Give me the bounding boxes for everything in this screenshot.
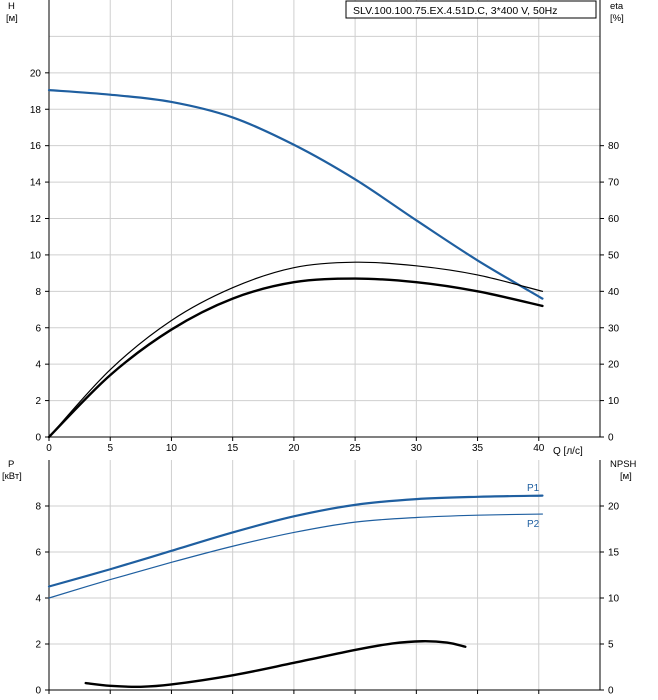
top-left-tick-label: 10 — [30, 250, 42, 261]
bottom-right-tick-label: 0 — [608, 686, 614, 697]
npsh-axis-label: NPSH — [610, 459, 637, 470]
top-left-tick-label: 12 — [30, 214, 42, 225]
top-left-tick-label: 2 — [35, 396, 41, 407]
top-x-tick-label: 10 — [166, 443, 178, 454]
top-left-tick-label: 18 — [30, 105, 42, 116]
power-axis-label: P — [8, 459, 14, 470]
title-box — [345, 0, 597, 19]
chart-title: SLV.100.100.75.EX.4.51D.C, 3*400 V, 50Hz — [353, 5, 558, 17]
top-right-tick-label: 0 — [608, 433, 614, 444]
top-left-tick-label: 8 — [35, 287, 41, 298]
top-right-tick-label: 70 — [608, 178, 620, 189]
top-right-tick-label: 10 — [608, 396, 620, 407]
bottom-right-tick-label: 15 — [608, 548, 620, 559]
bottom-right-tick-label: 5 — [608, 640, 614, 651]
top-x-tick-label: 20 — [288, 443, 300, 454]
top-right-tick-label: 50 — [608, 250, 620, 261]
top-tick-labels: 0 2 4 6 8 10 12 14 16 18 20 0 10 20 30 40 50 60 70 80 0 5 10 15… — [30, 68, 620, 454]
top-right-tick-label: 40 — [608, 287, 620, 298]
top-left-tick-label: 16 — [30, 141, 42, 152]
top-grid — [48, 0, 601, 438]
top-left-tick-label: 6 — [35, 323, 41, 334]
top-left-tick-label: 14 — [30, 178, 42, 189]
bottom-series — [47, 494, 544, 689]
top-left-tick-label: 0 — [35, 433, 41, 444]
top-x-tick-label: 5 — [107, 443, 113, 454]
bottom-left-tick-label: 2 — [35, 640, 41, 651]
bottom-left-tick-label: 0 — [35, 686, 41, 697]
top-right-tick-label: 20 — [608, 360, 620, 371]
top-left-tick-label: 20 — [30, 68, 42, 79]
top-axes — [45, 0, 604, 441]
top-right-tick-label: 30 — [608, 323, 620, 334]
top-right-tick-label: 80 — [608, 141, 620, 152]
top-x-tick-label: 0 — [46, 443, 52, 454]
top-x-tick-label: 15 — [227, 443, 239, 454]
bottom-series-p1-line — [47, 494, 544, 588]
bottom-left-tick-label: 4 — [35, 594, 41, 605]
bottom-tick-labels: 0 2 4 6 8 0 5 10 15 20 — [35, 502, 619, 697]
power-axis-unit: [кВт] — [2, 471, 22, 482]
eta-axis-label: eta — [610, 1, 624, 12]
top-x-tick-label: 40 — [533, 443, 545, 454]
eta-axis-unit: [%] — [610, 13, 624, 24]
bottom-left-tick-label: 6 — [35, 548, 41, 559]
top-right-tick-label: 60 — [608, 214, 620, 225]
bottom-right-tick-label: 20 — [608, 502, 620, 513]
top-x-tick-label: 35 — [472, 443, 484, 454]
p1-label: P1 — [527, 483, 540, 494]
flow-axis-label: Q [л/с] — [553, 446, 583, 457]
top-series — [47, 89, 544, 439]
bottom-series-p2-line — [48, 513, 544, 599]
top-left-tick-label: 4 — [35, 360, 41, 371]
head-axis-unit: [м] — [6, 13, 18, 24]
bottom-series-npsh-line — [84, 640, 467, 689]
top-series-eta-thick-line — [47, 277, 544, 439]
head-axis-label: H — [8, 1, 15, 12]
bottom-left-tick-label: 8 — [35, 502, 41, 513]
top-x-tick-label: 25 — [350, 443, 362, 454]
top-series-eta-thin-line — [48, 261, 544, 438]
p2-label: P2 — [527, 519, 540, 530]
npsh-axis-unit: [м] — [620, 471, 632, 482]
bottom-right-tick-label: 10 — [608, 594, 620, 605]
bottom-axes — [45, 460, 604, 694]
top-series-h-line — [47, 89, 544, 300]
top-x-tick-label: 30 — [411, 443, 423, 454]
